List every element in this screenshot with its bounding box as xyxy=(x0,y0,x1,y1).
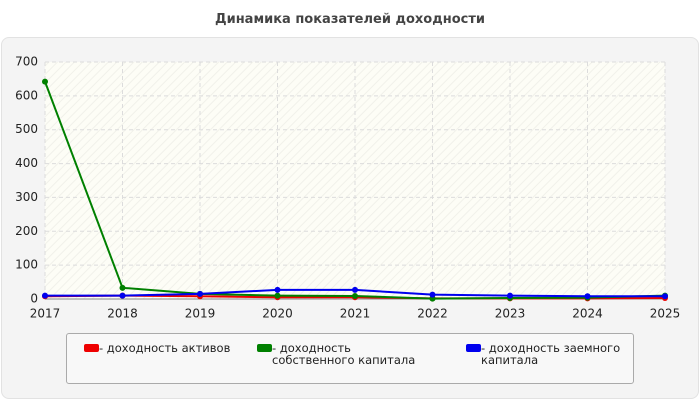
data-point xyxy=(662,293,668,300)
data-point xyxy=(352,292,358,299)
data-point xyxy=(507,292,513,299)
data-point xyxy=(274,292,281,299)
legend: - доходность активов - доходность собстве… xyxy=(66,333,634,384)
legend-label: - доходность заемного капитала xyxy=(481,341,621,367)
data-point xyxy=(274,286,281,293)
x-tick-label: 2018 xyxy=(107,307,138,321)
y-tick-label: 100 xyxy=(15,258,38,272)
legend-label: - доходность собственного капитала xyxy=(272,341,416,367)
y-tick-label: 300 xyxy=(15,190,38,204)
legend-swatch xyxy=(84,344,99,352)
legend-swatch xyxy=(466,344,481,352)
x-tick-label: 2021 xyxy=(340,307,371,321)
legend-item: - доходность собственного капитала xyxy=(257,341,432,367)
legend-item: - доходность активов xyxy=(84,341,249,355)
x-tick-label: 2017 xyxy=(30,307,61,321)
y-tick-label: 700 xyxy=(15,55,38,69)
data-point xyxy=(584,293,591,300)
legend-swatch xyxy=(257,344,272,352)
x-tick-label: 2025 xyxy=(650,307,681,321)
data-point xyxy=(119,292,126,299)
legend-label: - доходность активов xyxy=(99,341,231,355)
y-tick-label: 500 xyxy=(15,122,38,136)
y-tick-label: 400 xyxy=(15,156,38,170)
x-tick-label: 2024 xyxy=(572,307,603,321)
data-point xyxy=(42,292,48,299)
y-tick-label: 200 xyxy=(15,224,38,238)
data-point xyxy=(352,286,358,293)
data-point xyxy=(119,284,126,291)
y-tick-label: 600 xyxy=(15,88,38,102)
x-tick-label: 2022 xyxy=(417,307,448,321)
data-point xyxy=(42,78,48,85)
data-point xyxy=(429,291,436,298)
x-tick-label: 2020 xyxy=(262,307,293,321)
legend-item: - доходность заемного капитала xyxy=(466,341,641,367)
data-point xyxy=(197,290,203,297)
chart-title: Динамика показателей доходности xyxy=(215,12,485,27)
x-tick-label: 2023 xyxy=(495,307,526,321)
x-tick-label: 2019 xyxy=(185,307,216,321)
y-tick-label: 0 xyxy=(30,292,38,306)
